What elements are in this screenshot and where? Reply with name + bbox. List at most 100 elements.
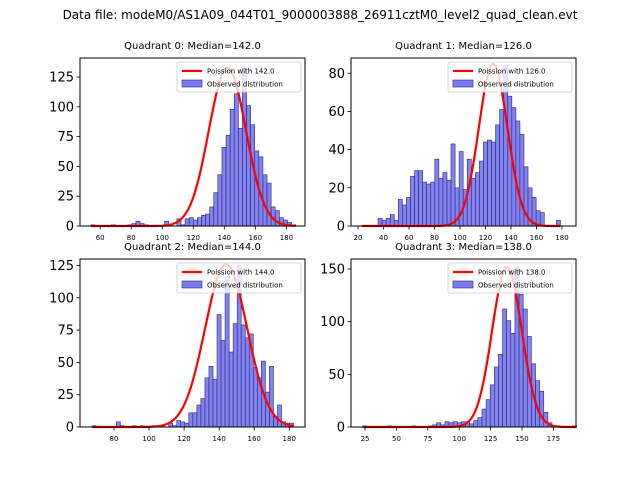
histogram-bar xyxy=(385,218,391,227)
x-tick-label: 180 xyxy=(555,234,568,242)
legend-box xyxy=(447,61,573,93)
y-tick-label: 40 xyxy=(328,143,345,158)
y-tick-label: 0 xyxy=(337,220,345,235)
y-tick-label: 80 xyxy=(328,67,345,82)
histogram-bar xyxy=(539,212,545,227)
histogram-bar xyxy=(438,177,444,227)
x-tick-label: 40 xyxy=(379,234,388,242)
histogram-bar xyxy=(473,420,479,428)
histogram-bar xyxy=(507,95,513,227)
histogram-bar xyxy=(221,147,227,227)
y-tick-label: 60 xyxy=(328,105,345,120)
x-tick-label: 80 xyxy=(110,435,119,443)
subplot-title: Quadrant 2: Median=144.0 xyxy=(124,242,261,253)
histogram-bar xyxy=(502,308,507,428)
histogram-bar xyxy=(430,181,436,227)
histogram-bar xyxy=(450,143,456,227)
x-tick-label: 150 xyxy=(515,435,528,443)
subplot-quadrant-0: Quadrant 0: Median=142.0 0 25 50 75 100 125 60 8… xyxy=(49,41,306,242)
histogram-bar xyxy=(389,214,395,227)
histogram-bar xyxy=(499,109,505,227)
histogram-bar xyxy=(201,214,206,227)
histogram-bar xyxy=(418,170,423,227)
x-tick-label: 100 xyxy=(156,234,169,242)
histogram-bar xyxy=(224,276,230,428)
y-tick-label: 100 xyxy=(49,291,74,306)
legend-entry-observed: Observed distribution xyxy=(207,81,283,89)
x-tick-label: 100 xyxy=(453,435,466,443)
legend-box xyxy=(176,61,302,93)
x-tick-label: 75 xyxy=(423,435,432,443)
y-tick-label: 50 xyxy=(328,368,345,383)
axes-frame xyxy=(350,57,577,227)
histogram-bar xyxy=(229,108,235,227)
histogram-bar xyxy=(426,183,432,227)
histogram-bar xyxy=(250,124,256,227)
subplot-quadrant-3: Quadrant 3: Median=138.0 0 50 100 150 25 50 75 1… xyxy=(320,242,578,443)
histogram-bar xyxy=(519,134,525,227)
y-tick-label: 100 xyxy=(320,315,345,330)
histogram-bar xyxy=(196,404,202,428)
histogram-bar xyxy=(228,351,234,428)
legend-entry-observed: Observed distribution xyxy=(478,81,554,89)
y-tick-label: 50 xyxy=(57,160,74,175)
legend-entry-observed: Observed distribution xyxy=(478,282,554,290)
histogram-bar xyxy=(491,141,496,227)
x-tick-label: 160 xyxy=(249,234,262,242)
legend-box xyxy=(176,262,302,294)
histogram-bar xyxy=(233,93,239,227)
histogram-bar xyxy=(188,412,194,428)
histogram-bar xyxy=(188,217,194,227)
subplot-quadrant-2: Quadrant 2: Median=144.0 0 25 50 75 100 125 80 1… xyxy=(49,242,306,443)
histogram-bar xyxy=(495,124,500,227)
histogram-bar xyxy=(232,323,238,428)
x-tick-label: 25 xyxy=(361,435,370,443)
histogram-bar xyxy=(422,181,427,227)
histogram-bar xyxy=(277,404,282,428)
x-tick-label: 140 xyxy=(212,435,225,443)
x-tick-label: 60 xyxy=(405,234,414,242)
legend-entry-poisson: Poission with 144.0 xyxy=(207,269,275,277)
histogram-bar xyxy=(481,408,487,428)
x-tick-label: 180 xyxy=(280,234,293,242)
x-tick-label: 140 xyxy=(504,234,517,242)
histogram-bar xyxy=(204,377,210,428)
histogram-bar xyxy=(184,422,190,428)
histogram-bar xyxy=(442,172,448,227)
x-tick-label: 140 xyxy=(218,234,231,242)
histogram-bar xyxy=(225,135,231,227)
histogram-bar xyxy=(479,160,484,227)
x-tick-label: 120 xyxy=(479,234,492,242)
histogram-bar xyxy=(402,204,407,227)
axes-frame xyxy=(79,57,306,227)
y-tick-label: 75 xyxy=(57,324,74,339)
histogram-bar xyxy=(244,337,250,428)
subplot-title: Quadrant 0: Median=142.0 xyxy=(124,41,261,52)
x-tick-label: 60 xyxy=(96,234,105,242)
histogram-bar xyxy=(220,340,226,428)
histogram-bar xyxy=(192,219,198,227)
histogram-bar xyxy=(539,390,545,428)
histogram-bar xyxy=(176,420,182,428)
histogram-bar xyxy=(269,365,274,428)
histogram-bar xyxy=(477,417,483,428)
legend-entry-observed: Observed distribution xyxy=(207,282,283,290)
legend-entry-poisson: Poission with 138.0 xyxy=(478,269,546,277)
x-tick-label: 175 xyxy=(547,435,560,443)
histogram-bar xyxy=(216,314,222,428)
histogram-bar xyxy=(208,365,214,428)
y-tick-label: 50 xyxy=(57,356,74,371)
histogram-bar xyxy=(205,213,210,227)
subplot-title: Quadrant 1: Median=126.0 xyxy=(395,41,532,52)
y-tick-label: 0 xyxy=(66,220,74,235)
y-tick-label: 25 xyxy=(57,388,74,403)
y-tick-label: 0 xyxy=(66,421,74,436)
y-tick-label: 125 xyxy=(49,71,74,86)
histogram-bar xyxy=(377,218,383,227)
histogram-bar xyxy=(494,366,499,428)
histogram-bar xyxy=(209,206,215,227)
subplot-title: Quadrant 3: Median=138.0 xyxy=(395,242,532,253)
legend-bar-swatch xyxy=(181,280,203,289)
histogram-bar xyxy=(406,197,411,227)
